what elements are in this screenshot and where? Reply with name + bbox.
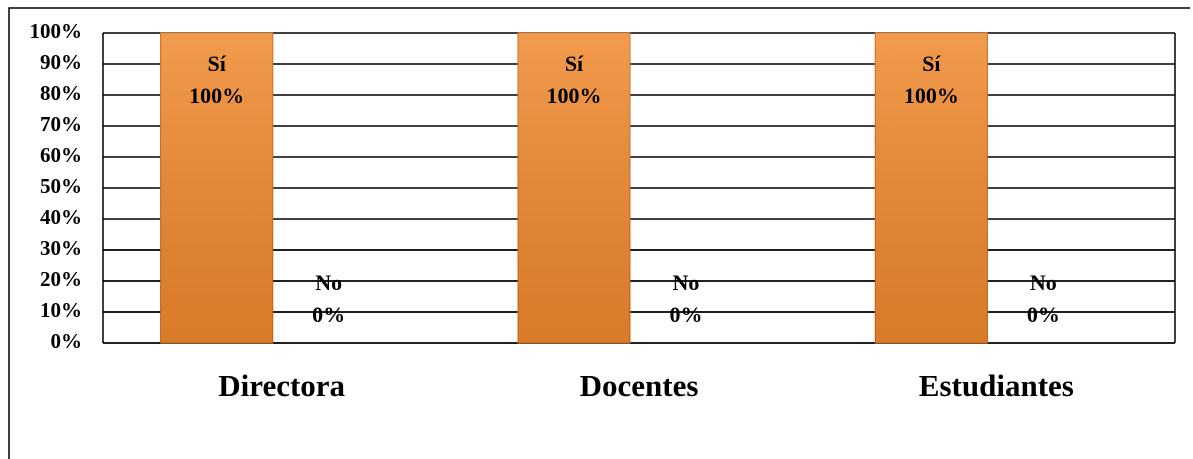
chart-border [8, 7, 1190, 459]
bar-shade [160, 33, 273, 343]
data-label: 0% [670, 302, 703, 327]
y-tick-label: 90% [40, 50, 82, 74]
series-label: No [1030, 270, 1057, 295]
y-tick-label: 80% [40, 81, 82, 105]
data-label: 100% [904, 83, 959, 108]
y-tick-label: 50% [40, 174, 82, 198]
data-label: 100% [547, 83, 602, 108]
data-label: 100% [189, 83, 244, 108]
data-label: 0% [312, 302, 345, 327]
y-tick-label: 100% [30, 19, 83, 43]
bar-shade [518, 33, 630, 343]
series-label: No [315, 270, 342, 295]
y-tick-label: 40% [40, 205, 82, 229]
y-tick-label: 0% [51, 329, 83, 353]
series-label: Sí [207, 51, 226, 76]
series-label: Sí [922, 51, 941, 76]
y-tick-label: 60% [40, 143, 82, 167]
y-tick-label: 20% [40, 267, 82, 291]
x-tick-label: Docentes [580, 368, 699, 403]
series-label: No [673, 270, 700, 295]
series-label: Sí [565, 51, 584, 76]
data-label: 0% [1027, 302, 1060, 327]
y-tick-label: 70% [40, 112, 82, 136]
x-tick-label: Estudiantes [919, 368, 1074, 403]
bar-shade [875, 33, 988, 343]
y-tick-label: 10% [40, 298, 82, 322]
y-tick-label: 30% [40, 236, 82, 260]
x-tick-label: Directora [218, 368, 345, 403]
